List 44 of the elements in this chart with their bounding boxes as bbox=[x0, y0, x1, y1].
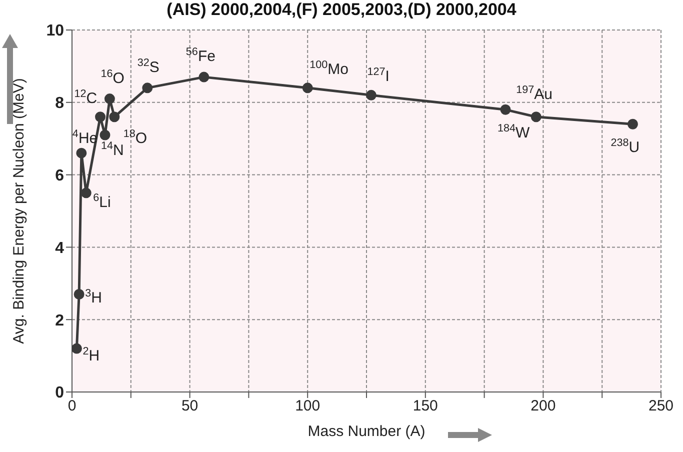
x-tick-label: 200 bbox=[530, 398, 556, 415]
y-tick-label: 8 bbox=[55, 95, 64, 112]
y-tick-label: 4 bbox=[55, 240, 64, 257]
point bbox=[95, 112, 106, 122]
point bbox=[366, 90, 376, 100]
x-tick-label: 100 bbox=[295, 398, 320, 415]
annotation: $^{32}$S bbox=[137, 56, 160, 76]
x-tick-label: 0 bbox=[68, 398, 76, 415]
annotation: $^{100}$Mo bbox=[310, 58, 348, 78]
point bbox=[76, 148, 87, 158]
annotation: $^{238}$U bbox=[610, 137, 640, 156]
annotation: $^{197}$Au bbox=[516, 84, 553, 103]
annotation: $^{2}$H bbox=[82, 346, 100, 365]
x-tick-label: 150 bbox=[412, 398, 438, 415]
point bbox=[198, 72, 210, 82]
point bbox=[109, 112, 120, 122]
annotation: $^{12}$C bbox=[74, 88, 98, 107]
y-tick-label: 2 bbox=[55, 312, 64, 330]
text: (AIS) 2000,2004,(F) 2005,2003,(D) 2000,2004 bbox=[166, 0, 518, 20]
point bbox=[627, 118, 638, 130]
x-tick-label: 250 bbox=[648, 398, 674, 415]
point bbox=[302, 82, 313, 94]
y-tick-label: 6 bbox=[55, 167, 64, 184]
annotation: $^{184}$W bbox=[498, 122, 531, 142]
annotation: $^{127}$I bbox=[367, 66, 390, 86]
point bbox=[74, 289, 84, 300]
annotation: $^{18}$O bbox=[123, 128, 148, 147]
annotation: $^{14}$N bbox=[100, 140, 124, 159]
x-axis-title: Mass Number (A) bbox=[308, 423, 426, 440]
annotation: $^{56}$Fe bbox=[186, 46, 216, 66]
point bbox=[72, 343, 82, 354]
annotation: $^{3}$H bbox=[85, 287, 102, 306]
point bbox=[100, 130, 110, 140]
point bbox=[80, 188, 92, 198]
point bbox=[104, 94, 115, 104]
x-tick-label: 50 bbox=[181, 398, 198, 415]
y-tick-label: 10 bbox=[46, 22, 64, 40]
point bbox=[142, 82, 153, 94]
point bbox=[530, 112, 542, 122]
y-tick-label: 0 bbox=[55, 384, 64, 402]
annotation: $^{16}$O bbox=[100, 68, 124, 87]
point bbox=[500, 104, 511, 115]
annotation: $^{6}$Li bbox=[93, 192, 111, 211]
y-axis-title: Avg. Binding Energy per Nucleon (MeV) bbox=[10, 78, 28, 344]
